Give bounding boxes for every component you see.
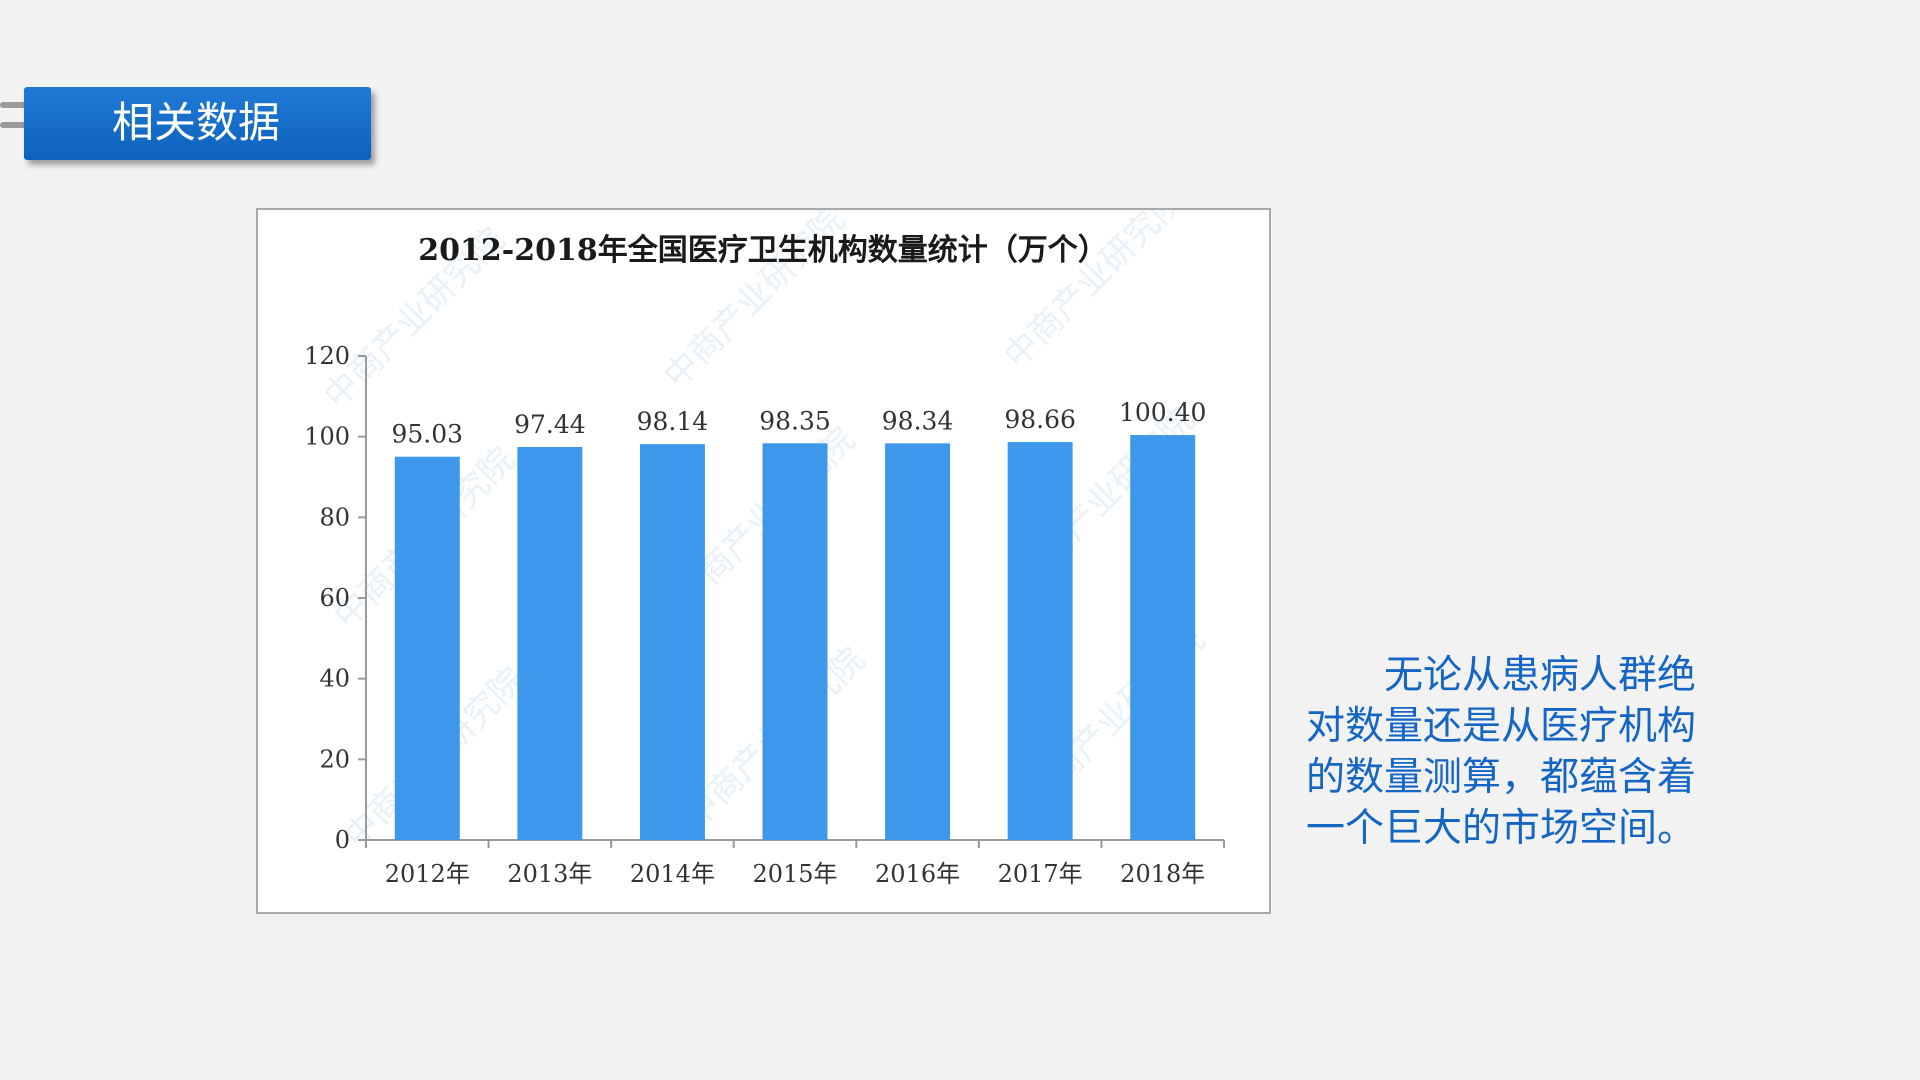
data-label: 95.03 bbox=[391, 420, 463, 449]
y-tick-label: 80 bbox=[319, 503, 350, 531]
data-label: 100.40 bbox=[1119, 398, 1206, 427]
description-text: 无论从患病人群绝对数量还是从医疗机构的数量测算，都蕴含着一个巨大的市场空间。 bbox=[1306, 650, 1726, 854]
section-header-banner: 相关数据 bbox=[24, 87, 371, 160]
x-tick-label: 2014年 bbox=[630, 860, 715, 888]
section-title: 相关数据 bbox=[112, 98, 281, 147]
x-tick-label: 2018年 bbox=[1120, 860, 1205, 888]
data-label: 97.44 bbox=[514, 410, 586, 439]
y-tick-label: 40 bbox=[319, 665, 350, 693]
bar bbox=[885, 443, 951, 840]
y-tick-label: 60 bbox=[319, 584, 350, 612]
x-tick-label: 2017年 bbox=[998, 860, 1083, 888]
y-tick-label: 0 bbox=[335, 826, 350, 854]
bar bbox=[762, 443, 828, 840]
description-paragraph: 无论从患病人群绝对数量还是从医疗机构的数量测算，都蕴含着一个巨大的市场空间。 bbox=[1306, 653, 1697, 851]
x-tick-label: 2013年 bbox=[507, 860, 592, 888]
bar bbox=[1007, 442, 1073, 840]
x-tick-label: 2012年 bbox=[385, 860, 470, 888]
bar bbox=[639, 444, 705, 840]
bar-chart: 中商产业研究院 中商产业研究院 中商产业研究院 中商产业研究院 中商产业研究院 … bbox=[304, 210, 1225, 888]
chart-frame: 中商产业研究院 中商产业研究院 中商产业研究院 中商产业研究院 中商产业研究院 … bbox=[256, 208, 1271, 914]
bar bbox=[394, 456, 460, 840]
y-tick-label: 100 bbox=[304, 423, 350, 451]
x-tick-label: 2016年 bbox=[875, 860, 960, 888]
y-tick-label: 20 bbox=[319, 745, 350, 773]
chart-title: 2012-2018年全国医疗卫生机构数量统计（万个） bbox=[418, 233, 1107, 268]
bar bbox=[1130, 435, 1196, 840]
y-tick-label: 120 bbox=[304, 342, 350, 370]
x-tick-label: 2015年 bbox=[752, 860, 837, 888]
data-label: 98.34 bbox=[882, 406, 954, 435]
data-label: 98.66 bbox=[1004, 405, 1076, 434]
data-label: 98.35 bbox=[759, 406, 831, 435]
data-label: 98.14 bbox=[637, 407, 709, 436]
bar bbox=[517, 446, 583, 840]
